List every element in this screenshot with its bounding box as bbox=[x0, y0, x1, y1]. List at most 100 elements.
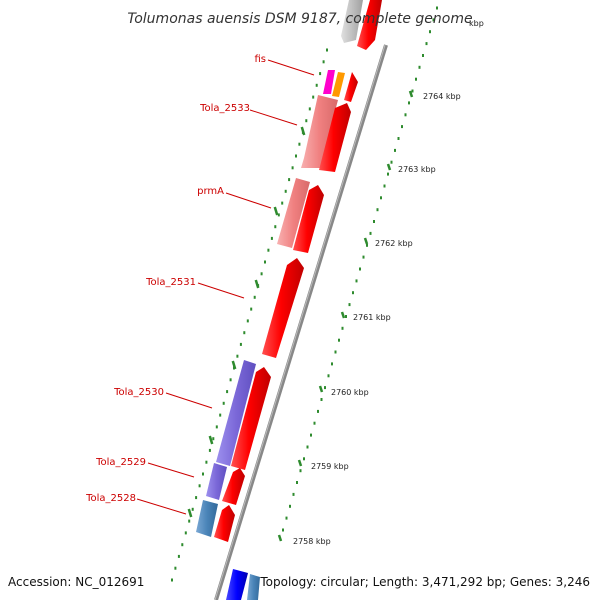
outer-tick-dot bbox=[303, 457, 305, 461]
inner-tick-ring bbox=[171, 48, 328, 582]
major-tick-marks bbox=[187, 90, 414, 542]
accession-label: Accession: NC_012691 bbox=[8, 575, 144, 589]
outer-tick-dot bbox=[366, 243, 368, 247]
connector-tola2533 bbox=[249, 109, 298, 126]
outer-tick-dot bbox=[355, 279, 358, 283]
outer-tick-dot bbox=[306, 445, 309, 449]
forward-cds-tola2531 bbox=[262, 258, 304, 358]
forward-cds-prmA bbox=[293, 185, 324, 253]
outer-tick-dot bbox=[390, 160, 393, 164]
outer-tick-dot bbox=[422, 54, 424, 57]
inner-tick-dot bbox=[284, 189, 287, 193]
outer-tick-dot bbox=[299, 469, 302, 473]
inner-tick-dot bbox=[312, 95, 315, 99]
outer-tick-dot bbox=[394, 148, 396, 152]
inner-tick-dot bbox=[250, 307, 253, 311]
tola2528-gene-feature bbox=[196, 500, 218, 537]
inner-tick-dot bbox=[319, 72, 322, 76]
inner-tick-dot bbox=[212, 437, 215, 441]
gene-label-tola2529: Tola_2529 bbox=[95, 457, 146, 468]
gene-labels: fis Tola_2533 prmA Tola_2531 Tola_2530 T… bbox=[85, 54, 266, 504]
inner-tick-dot bbox=[198, 484, 201, 488]
inner-tick-dot bbox=[236, 354, 239, 358]
kbp-label-2760: 2760 kbp bbox=[331, 388, 369, 397]
inner-tick-dot bbox=[202, 472, 204, 476]
inner-major-tick bbox=[273, 206, 279, 216]
inner-tick-dot bbox=[274, 225, 277, 229]
major-tick bbox=[340, 311, 346, 319]
inner-tick-dot bbox=[267, 248, 270, 252]
inner-major-tick bbox=[254, 279, 260, 289]
inner-major-tick bbox=[231, 360, 237, 370]
outer-tick-dot bbox=[418, 65, 421, 69]
kbp-label-2761: 2761 kbp bbox=[353, 313, 391, 322]
forward-cds-tola2533 bbox=[319, 103, 351, 172]
inner-tick-dot bbox=[222, 401, 225, 405]
major-tick bbox=[408, 90, 414, 98]
connector-tola2530 bbox=[165, 392, 213, 409]
inner-tick-dot bbox=[195, 496, 198, 500]
inner-tick-dot bbox=[208, 448, 211, 452]
inner-tick-dot bbox=[246, 319, 249, 323]
outer-tick-dot bbox=[352, 291, 354, 295]
outer-tick-dot bbox=[436, 6, 438, 10]
outer-tick-dot bbox=[401, 125, 403, 129]
inner-tick-dot bbox=[205, 460, 208, 464]
forward-cds-top bbox=[357, 0, 382, 50]
gene-label-tola2533: Tola_2533 bbox=[199, 103, 250, 114]
inner-tick-dot bbox=[177, 554, 180, 558]
inner-tick-dot bbox=[243, 331, 246, 335]
inner-tick-dot bbox=[281, 201, 284, 205]
outer-tick-dot bbox=[362, 255, 365, 259]
kbp-label-2763: 2763 kbp bbox=[398, 165, 436, 174]
inner-tick-dot bbox=[171, 578, 173, 582]
inner-tick-dot bbox=[181, 543, 184, 547]
inner-tick-dot bbox=[229, 378, 232, 382]
label-connectors bbox=[136, 59, 315, 515]
gray-feature-top bbox=[341, 0, 363, 43]
forward-cds-fis bbox=[344, 72, 358, 102]
inner-tick-dot bbox=[174, 566, 177, 570]
inner-tick-dot bbox=[295, 154, 297, 158]
outer-tick-dot bbox=[292, 492, 295, 496]
gene-label-tola2531: Tola_2531 bbox=[145, 277, 196, 288]
connector-tola2529 bbox=[147, 462, 195, 478]
inner-tick-dot bbox=[188, 519, 191, 523]
outer-tick-dot bbox=[338, 338, 340, 342]
forward-strand-features bbox=[214, 0, 382, 542]
outer-tick-dot bbox=[429, 30, 431, 34]
inner-major-tick bbox=[208, 435, 214, 445]
outer-tick-dot bbox=[285, 516, 288, 520]
inner-tick-dot bbox=[277, 213, 280, 217]
kbp-label-2759: 2759 kbp bbox=[311, 462, 349, 471]
outer-tick-dot bbox=[289, 504, 291, 508]
kbp-label-2762: 2762 kbp bbox=[375, 239, 413, 248]
map-title: Tolumonas auensis DSM 9187, complete gen… bbox=[127, 11, 472, 27]
inner-tick-dot bbox=[219, 413, 222, 417]
prmA-gene-feature bbox=[277, 178, 310, 248]
inner-major-tick bbox=[187, 508, 193, 518]
outer-tick-dot bbox=[334, 350, 337, 354]
outer-tick-dot bbox=[320, 398, 323, 401]
gene-label-tola2528: Tola_2528 bbox=[85, 493, 136, 504]
major-tick bbox=[363, 237, 369, 245]
inner-tick-dot bbox=[264, 260, 266, 264]
major-tick bbox=[386, 163, 392, 171]
tola2529-gene-feature bbox=[206, 463, 227, 500]
gene-label-fis: fis bbox=[254, 54, 266, 65]
gene-label-prmA: prmA bbox=[197, 186, 224, 197]
outer-tick-dot bbox=[296, 481, 298, 484]
outer-tick-dot bbox=[408, 101, 410, 105]
outer-tick-dot bbox=[383, 184, 386, 188]
inner-major-tick bbox=[300, 126, 306, 136]
inner-tick-dot bbox=[184, 531, 187, 535]
inner-tick-dot bbox=[291, 166, 294, 170]
outer-tick-dot bbox=[359, 267, 361, 271]
connector-fis bbox=[267, 59, 315, 76]
outer-tick-dot bbox=[313, 421, 316, 425]
inner-tick-dot bbox=[215, 425, 218, 429]
outer-tick-dot bbox=[425, 42, 428, 46]
reverse-strand-features bbox=[196, 0, 363, 600]
